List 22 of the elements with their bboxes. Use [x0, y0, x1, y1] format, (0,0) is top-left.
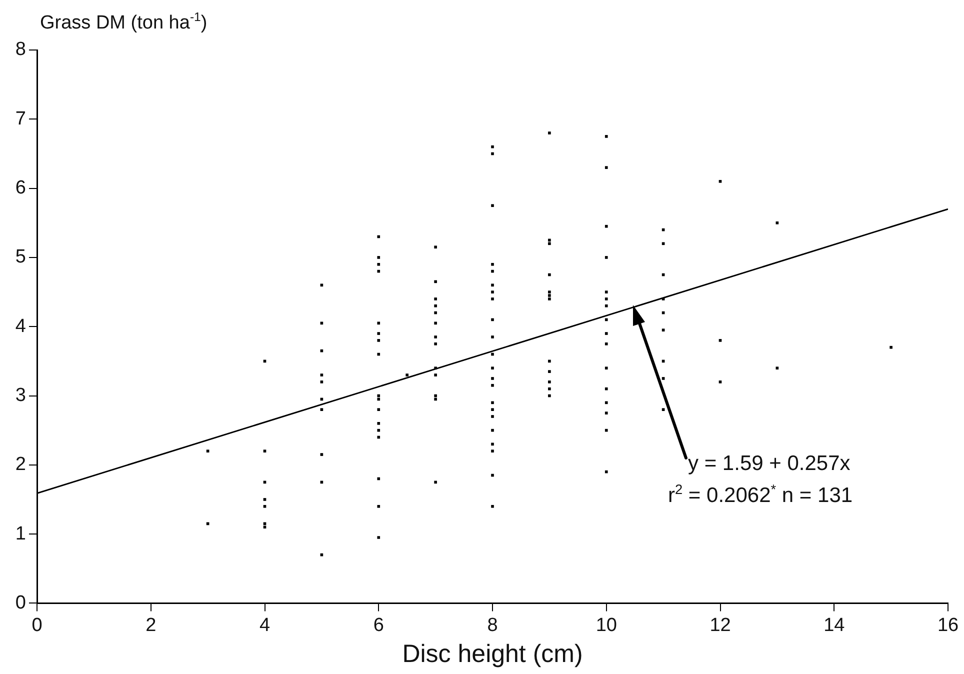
x-tick-label: 4: [259, 614, 270, 636]
x-axis-title: Disc height (cm): [402, 640, 583, 668]
x-tick-label: 6: [373, 614, 384, 636]
x-tick-label: 12: [710, 614, 731, 636]
y-tick-label: 3: [15, 384, 26, 406]
x-tick-label: 2: [146, 614, 156, 636]
annotation: r$^{2}$ = 0.2062$^{*}$ n = 131: [668, 482, 853, 508]
y-tick-label: 5: [15, 246, 26, 268]
y-tick-label: 7: [15, 108, 26, 130]
y-tick-label: 8: [15, 39, 26, 60]
y-tick-label: 6: [15, 178, 26, 199]
x-tick-label: 8: [487, 614, 498, 636]
annotation: y = 1.59 + 0.257x: [688, 452, 850, 476]
x-tick-label: 16: [937, 614, 959, 636]
y-tick-label: 4: [15, 316, 26, 337]
x-tick-label: 14: [824, 614, 846, 636]
y-tick-label: 2: [15, 454, 26, 476]
x-tick-label: 10: [596, 614, 617, 636]
y-tick-label: 0: [15, 592, 26, 614]
x-tick-label: 0: [32, 614, 42, 636]
y-tick-label: 1: [15, 523, 26, 544]
y-axis-title: Grass DM (ton ha$^{-1}$): [40, 10, 208, 34]
